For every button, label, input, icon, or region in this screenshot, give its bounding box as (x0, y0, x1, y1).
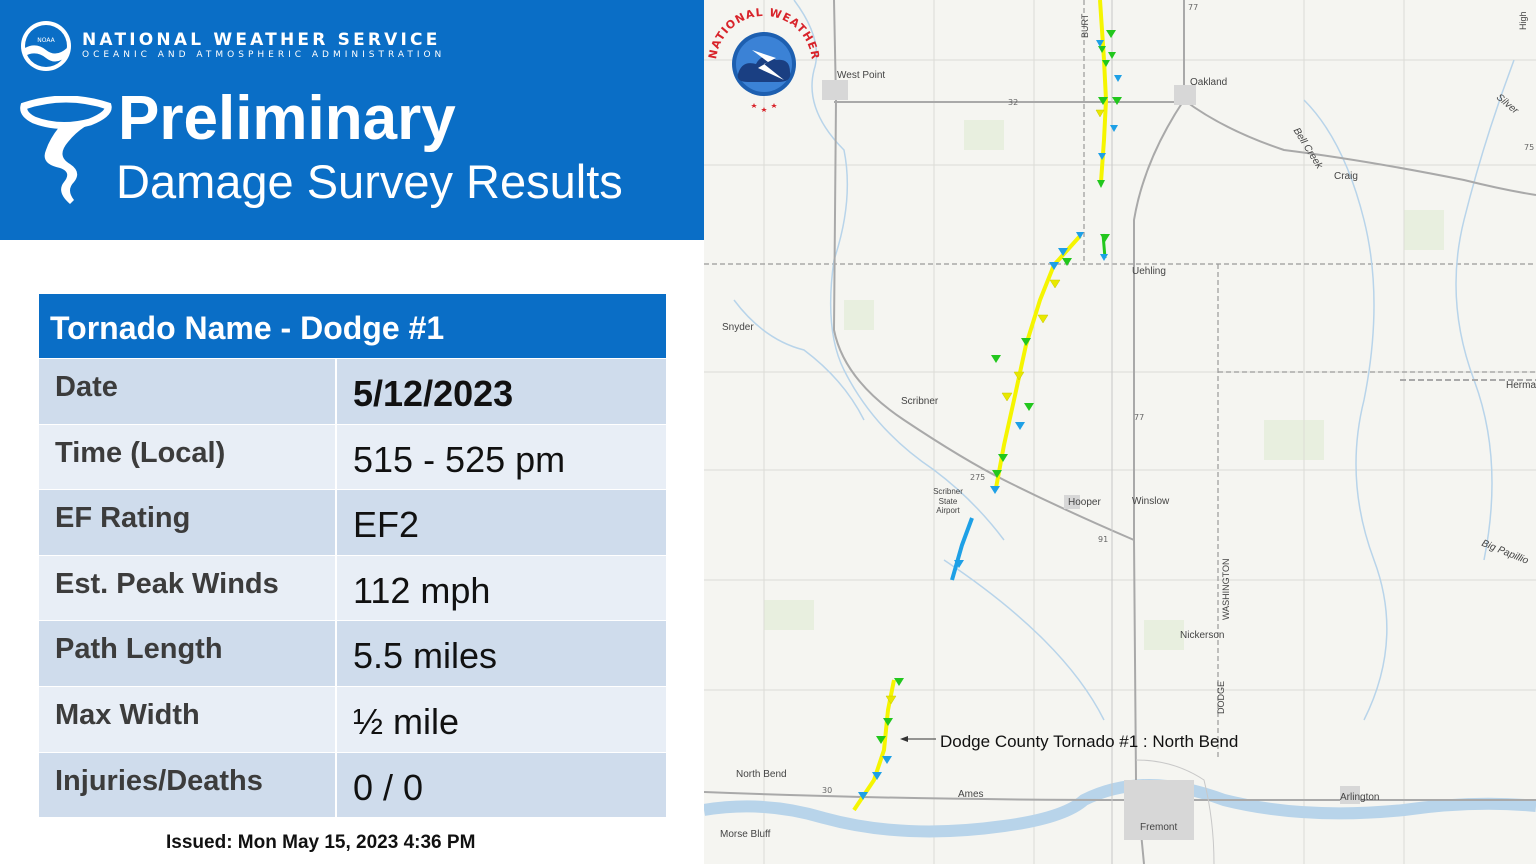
place-label: Fremont (1140, 822, 1178, 833)
damage-point-markers (858, 30, 1122, 800)
row-label: Max Width (39, 686, 337, 752)
county-label: BURT (1080, 13, 1090, 38)
map-canvas: 32 77 77 275 91 30 75 (704, 0, 1536, 864)
road-label: 77 (1134, 413, 1144, 422)
place-label: Morse Bluff (720, 829, 771, 840)
table-row: Est. Peak Winds 112 mph (39, 554, 666, 621)
row-label: Date (39, 359, 337, 424)
place-label: Craig (1334, 171, 1358, 182)
title-sub: Damage Survey Results (116, 155, 623, 208)
table-row: Time (Local) 515 - 525 pm (39, 423, 666, 490)
row-value: ½ mile (353, 700, 460, 742)
place-label: Oakland (1190, 77, 1228, 88)
nws-logo: NATIONAL WEATHER SERVICE (704, 0, 821, 112)
place-label: Herma (1506, 380, 1536, 391)
place-label: North Bend (736, 769, 787, 780)
row-label: Est. Peak Winds (39, 555, 337, 621)
table-row: Date 5/12/2023 (39, 358, 666, 424)
county-label: DODGE (1216, 680, 1226, 714)
place-label: Winslow (1132, 496, 1170, 507)
damage-map[interactable]: 32 77 77 275 91 30 75 West Point Oakland… (704, 0, 1536, 864)
place-label: Arlington (1340, 792, 1380, 803)
row-value: 5/12/2023 (353, 373, 514, 414)
row-label: EF Rating (39, 490, 337, 555)
road-label: 32 (1008, 98, 1018, 107)
place-label: Hooper (1068, 497, 1101, 508)
table-row: Injuries/Deaths 0 / 0 (39, 751, 666, 818)
place-label: Scribner (901, 396, 939, 407)
row-value: 5.5 miles (353, 635, 498, 677)
road-label: 30 (822, 786, 832, 795)
county-label: WASHINGTON (1221, 558, 1231, 620)
header-banner: NOAA NATIONAL WEATHER SERVICE OCEANIC AN… (0, 0, 704, 240)
road-label: 275 (970, 473, 985, 482)
left-panel: NOAA NATIONAL WEATHER SERVICE OCEANIC AN… (0, 0, 704, 864)
agency-subtitle: OCEANIC AND ATMOSPHERIC ADMINISTRATION (82, 50, 446, 60)
place-label: High (1518, 11, 1528, 30)
place-label: West Point (837, 70, 886, 81)
noaa-logo: NOAA (21, 21, 71, 71)
noaa-badge-text: NOAA (37, 37, 55, 44)
row-label: Injuries/Deaths (39, 752, 337, 818)
road-label: 77 (1188, 3, 1198, 12)
place-label: Snyder (722, 322, 754, 333)
row-value: EF2 (353, 504, 420, 546)
survey-table: Tornado Name - Dodge #1 Date 5/12/2023 T… (39, 294, 666, 818)
row-label: Time (Local) (39, 424, 337, 490)
place-label: Nickerson (1180, 630, 1225, 641)
place-label: Uehling (1132, 266, 1166, 277)
issued-timestamp: Issued: Mon May 15, 2023 4:36 PM (166, 832, 476, 853)
row-label: Path Length (39, 621, 337, 686)
road-label: 91 (1098, 535, 1108, 544)
table-row: EF Rating EF2 (39, 489, 666, 555)
row-value: 515 - 525 pm (353, 438, 566, 480)
table-row: Max Width ½ mile (39, 685, 666, 752)
table-row: Path Length 5.5 miles (39, 620, 666, 686)
title-main: Preliminary (118, 84, 456, 153)
tornado-icon (20, 96, 112, 204)
road-label: 75 (1524, 143, 1534, 152)
row-value: 112 mph (353, 569, 491, 611)
place-label: Scribner State Airport (933, 487, 963, 516)
table-heading: Tornado Name - Dodge #1 (39, 294, 666, 358)
place-label: Ames (958, 789, 984, 800)
tornado-callout-label: Dodge County Tornado #1 : North Bend (940, 732, 1239, 751)
agency-name: NATIONAL WEATHER SERVICE (82, 30, 441, 50)
row-value: 0 / 0 (353, 766, 424, 808)
